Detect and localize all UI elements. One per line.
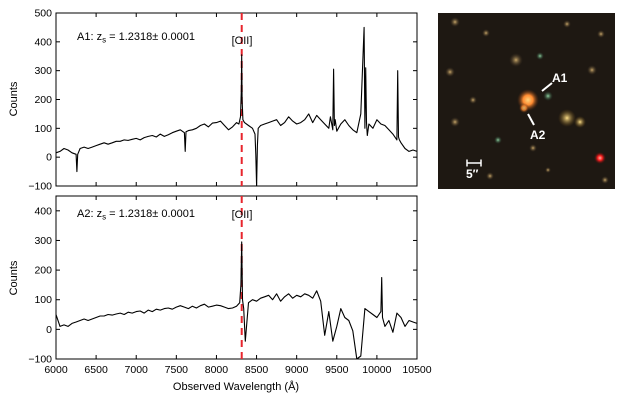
background-source — [494, 136, 502, 144]
y-tick-label: 300 — [34, 235, 52, 247]
label-a1: A1 — [552, 71, 568, 85]
y-tick-label: 400 — [34, 36, 52, 48]
background-source — [536, 52, 544, 60]
spectrum-panel-a1: −100 0 100 200 300 400 500 Counts A1: zs = 1.2… — [8, 8, 418, 193]
galaxy-image-panel: A1 A2 5″ — [438, 13, 615, 189]
a2-pointer — [527, 113, 535, 126]
background-source — [445, 67, 455, 77]
y-tick-label: 200 — [34, 265, 52, 277]
x-ticks — [55, 13, 418, 186]
background-source — [450, 117, 460, 127]
x-tick-label: 8000 — [205, 364, 229, 376]
y-tick-label: 0 — [46, 152, 52, 164]
spectrum-panel-a2: 6000 6500 7000 7500 8000 8500 9000 9500 10000 105… — [8, 195, 432, 393]
background-source — [529, 144, 537, 152]
x-tick-label: 7500 — [165, 364, 189, 376]
x-tick-label: 6500 — [84, 364, 108, 376]
x-tick-label: 8500 — [245, 364, 269, 376]
background-source — [597, 30, 605, 38]
redshift-label-a1: A1: zs = 1.2318± 0.0001 — [77, 31, 195, 45]
y-tick-label: 100 — [34, 294, 52, 306]
x-ticks: 6000 6500 7000 7500 8000 8500 9000 9500 10000 105… — [44, 196, 432, 376]
background-source — [469, 96, 477, 104]
x-tick-label: 10500 — [402, 364, 431, 376]
background-source — [509, 53, 523, 67]
x-tick-label: 10000 — [362, 364, 391, 376]
scale-bar-label: 5″ — [466, 167, 479, 181]
y-axis-label: Counts — [8, 260, 20, 295]
x-tick-label: 9500 — [325, 364, 349, 376]
plot-frame — [55, 195, 418, 360]
label-a2: A2 — [530, 128, 546, 142]
background-source — [587, 65, 597, 75]
y-tick-label: 200 — [34, 94, 52, 106]
x-tick-label: 6000 — [44, 364, 68, 376]
y-tick-label: 0 — [46, 324, 52, 336]
y-ticks: −100 0 100 200 300 400 500 — [28, 8, 417, 193]
x-axis-label: Observed Wavelength (Å) — [173, 380, 299, 393]
background-source — [558, 109, 576, 127]
x-tick-label: 9000 — [285, 364, 309, 376]
background-source — [486, 172, 494, 180]
oii-label: [OII] — [232, 35, 253, 47]
a1-pointer — [541, 82, 553, 92]
y-tick-label: 300 — [34, 65, 52, 77]
x-tick-label: 7000 — [125, 364, 149, 376]
bright-red-source — [594, 152, 606, 164]
y-tick-label: −100 — [28, 181, 52, 193]
y-tick-label: −100 — [28, 354, 52, 366]
background-source — [601, 176, 609, 184]
y-tick-label: 400 — [34, 205, 52, 217]
galaxy-a2 — [519, 103, 529, 113]
y-ticks: −100 0 100 200 300 400 — [28, 205, 417, 366]
background-source — [563, 20, 571, 28]
y-tick-label: 500 — [34, 8, 52, 20]
background-source — [574, 116, 586, 128]
background-source — [450, 17, 460, 27]
oii-label: [OII] — [232, 209, 253, 221]
spectrum-line-a1 — [55, 26, 418, 187]
background-source — [543, 91, 553, 101]
redshift-label-a2: A2: zs = 1.2318± 0.0001 — [77, 208, 195, 222]
background-source — [482, 29, 490, 37]
y-axis-label: Counts — [8, 81, 20, 116]
y-tick-label: 100 — [34, 123, 52, 135]
background-source — [545, 167, 551, 173]
spectrum-line-a2 — [55, 241, 418, 360]
